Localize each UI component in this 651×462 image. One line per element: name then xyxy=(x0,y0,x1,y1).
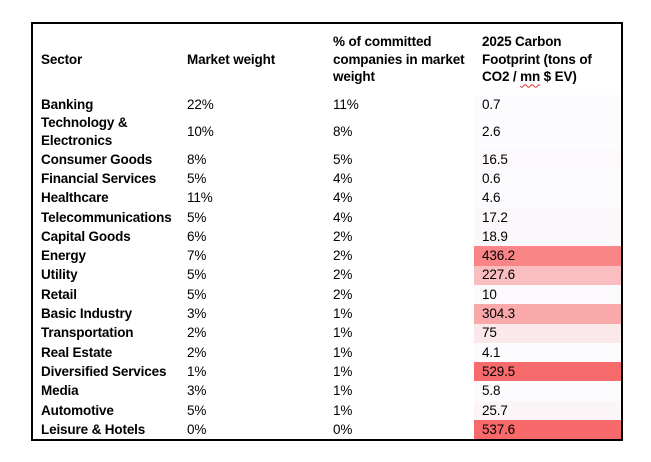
market-weight-cell: 1% xyxy=(187,363,207,379)
sector-cell: Utility xyxy=(41,267,78,283)
committed-pct-cell: 4% xyxy=(333,190,353,206)
sector-cell: Leisure & Hotels xyxy=(41,421,146,437)
sector-cell: Diversified Services xyxy=(41,363,167,379)
sector-cell: Capital Goods xyxy=(41,228,131,244)
market-weight-cell: 22% xyxy=(187,96,214,112)
footprint-cell: 2.6 xyxy=(474,114,621,150)
footprint-cell: 18.9 xyxy=(474,227,621,247)
sector-cell: Basic Industry xyxy=(41,306,132,322)
sector-cell: Healthcare xyxy=(41,190,109,206)
committed-pct-cell: 8% xyxy=(333,124,353,140)
market-weight-cell: 2% xyxy=(187,325,207,341)
footprint-cell: 4.1 xyxy=(474,342,621,363)
committed-pct-cell: 2% xyxy=(333,228,353,244)
sector-cell: Consumer Goods xyxy=(41,151,153,167)
committed-pct-cell: 0% xyxy=(333,421,353,437)
market-weight-cell: 3% xyxy=(187,383,207,399)
market-weight-cell: 7% xyxy=(187,248,207,264)
market-weight-cell: 5% xyxy=(187,209,207,225)
market-weight-cell: 0% xyxy=(187,421,207,437)
market-weight-cell: 10% xyxy=(187,124,214,140)
market-weight-cell: 5% xyxy=(187,402,207,418)
footprint-cell: 16.5 xyxy=(474,149,621,170)
market-weight-cell: 5% xyxy=(187,267,207,283)
sector-cell: Retail xyxy=(41,286,77,302)
market-weight-cell: 3% xyxy=(187,306,207,322)
footprint-cell: 17.2 xyxy=(474,207,621,228)
market-weight-cell: 6% xyxy=(187,228,207,244)
column-header-committed-companies: % of committed companies in market weigh… xyxy=(325,24,474,95)
market-weight-cell: 8% xyxy=(187,151,207,167)
committed-pct-cell: 4% xyxy=(333,209,353,225)
footprint-cell: 537.6 xyxy=(474,420,621,440)
sector-cell: Technology & Electronics xyxy=(41,115,128,149)
sector-cell: Real Estate xyxy=(41,344,113,360)
column-header-committed-companies-label: % of committed companies in market weigh… xyxy=(333,33,465,85)
sector-cell: Telecommunications xyxy=(41,209,172,225)
footprint-cell: 0.7 xyxy=(474,95,621,115)
footprint-cell: 5.8 xyxy=(474,381,621,401)
sector-cell: Energy xyxy=(41,248,86,264)
footprint-cell: 436.2 xyxy=(474,246,621,266)
footprint-cell: 227.6 xyxy=(474,265,621,285)
sector-cell: Automotive xyxy=(41,402,114,418)
footprint-cell: 4.6 xyxy=(474,188,621,208)
committed-pct-cell: 2% xyxy=(333,267,353,283)
sector-cell: Financial Services xyxy=(41,170,157,186)
committed-pct-cell: 1% xyxy=(333,325,353,341)
column-header-carbon-footprint-label: 2025 Carbon Footprint (tons of CO2 / mn … xyxy=(482,33,617,86)
misspelled-word-mn: mn xyxy=(520,69,541,85)
footprint-cell: 0.6 xyxy=(474,169,621,189)
footprint-cell: 10 xyxy=(474,285,621,305)
column-header-sector: Sector xyxy=(33,24,179,95)
footprint-cell: 304.3 xyxy=(474,304,621,324)
committed-pct-cell: 2% xyxy=(333,286,353,302)
committed-pct-cell: 1% xyxy=(333,402,353,418)
committed-pct-cell: 1% xyxy=(333,383,353,399)
market-weight-cell: 2% xyxy=(187,344,207,360)
column-header-carbon-footprint: 2025 Carbon Footprint (tons of CO2 / mn … xyxy=(474,24,621,95)
committed-pct-cell: 4% xyxy=(333,170,353,186)
committed-pct-cell: 5% xyxy=(333,151,353,167)
sector-cell: Media xyxy=(41,383,79,399)
committed-pct-cell: 1% xyxy=(333,306,353,322)
committed-pct-cell: 1% xyxy=(333,344,353,360)
committed-pct-cell: 1% xyxy=(333,363,353,379)
footprint-cell: 25.7 xyxy=(474,400,621,421)
sector-carbon-footprint-table: Sector Market weight % of committed comp… xyxy=(31,22,623,442)
sector-cell: Banking xyxy=(41,96,94,112)
footprint-cell: 75 xyxy=(474,323,621,343)
column-header-market-weight-label: Market weight xyxy=(187,51,276,67)
footprint-cell: 529.5 xyxy=(474,362,621,382)
footprint-header-post: $ EV) xyxy=(540,69,577,85)
market-weight-cell: 11% xyxy=(187,190,213,206)
committed-pct-cell: 11% xyxy=(333,96,359,112)
column-header-sector-label: Sector xyxy=(41,51,83,67)
committed-pct-cell: 2% xyxy=(333,248,353,264)
sector-cell: Transportation xyxy=(41,325,134,341)
market-weight-cell: 5% xyxy=(187,286,207,302)
footprint-header-pre: 2025 Carbon Footprint (tons of CO2 / xyxy=(482,33,592,85)
market-weight-cell: 5% xyxy=(187,170,207,186)
column-header-market-weight: Market weight xyxy=(179,24,325,95)
